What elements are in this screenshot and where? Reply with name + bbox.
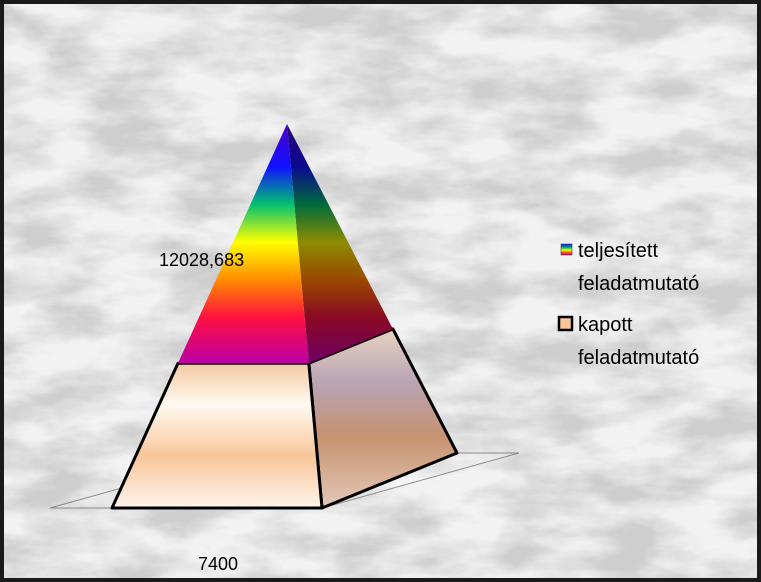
legend-label-kapott-line2: feladatmutató xyxy=(578,347,699,369)
legend-label-teljesitett-line1: teljesített xyxy=(578,240,658,262)
data-label-kapott: 7400 xyxy=(198,554,238,574)
segment-teljesitett-front xyxy=(177,124,309,364)
plot-area xyxy=(49,124,520,510)
legend: teljesített feladatmutató kapott feladat… xyxy=(557,240,699,369)
data-label-teljesitett: 12028,683 xyxy=(159,250,244,270)
legend-label-teljesitett-line2: feladatmutató xyxy=(578,273,699,295)
pyramid-chart: 12028,683 7400 teljesített feladatmutató… xyxy=(4,4,757,578)
legend-label-kapott-line1: kapott xyxy=(578,314,633,336)
legend-swatch-kapott xyxy=(557,315,574,332)
segment-teljesitett-side xyxy=(287,124,393,364)
legend-swatch-teljesitett xyxy=(560,243,573,256)
